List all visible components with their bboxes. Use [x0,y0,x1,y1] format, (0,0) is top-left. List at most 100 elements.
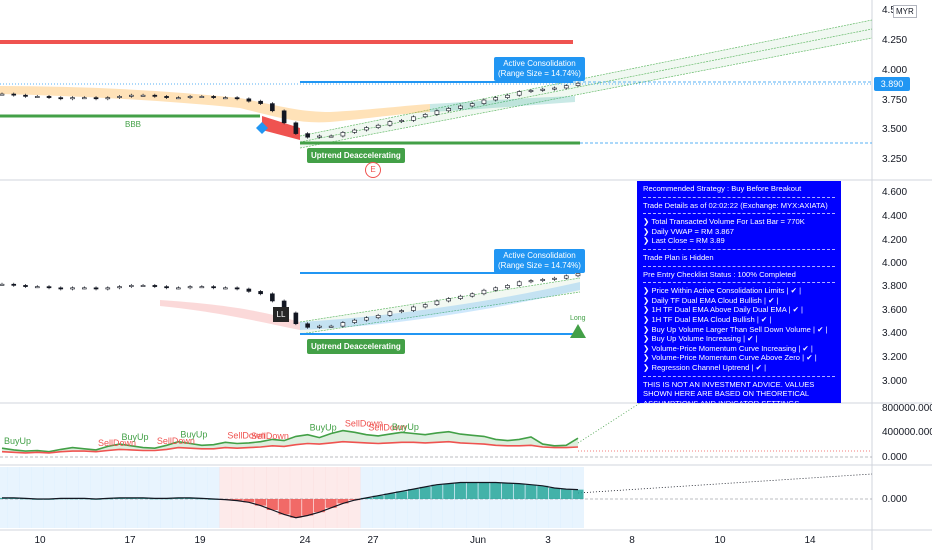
candle-body [422,304,428,308]
candle-body [563,275,569,279]
osc-bar [501,483,513,499]
uptrend-label: Uptrend Deaccelerating [307,148,405,163]
time-tick-label: 8 [629,535,635,546]
checklist-item: ❯ Daily TF Dual EMA Cloud Bullish | ✔ | [643,295,779,305]
osc-axis: 0.000 [882,494,907,505]
candle-body [387,121,393,126]
checklist-item: ❯ Volume-Price Momentum Curve Increasing… [643,343,813,353]
signal-label: BuyUp [180,430,207,440]
candle-body [375,315,381,319]
currency-badge[interactable]: MYR [893,5,917,18]
osc-bar [548,488,560,499]
candle-body [446,298,451,302]
callout-line1: Active Consolidation [503,59,576,68]
checklist-item: ❯ Buy Up Volume Increasing | ✔ | [643,334,758,344]
oscillator-line [2,481,579,519]
candle-body [187,286,193,289]
callout-line2: (Range Size = 14.74%) [498,261,581,270]
axis-tick-label: 0.000 [882,494,907,505]
ll-marker: LL [273,307,289,322]
candle-body [458,105,463,109]
consolidation-callout-2: Active Consolidation (Range Size = 14.74… [494,249,585,273]
candle-body [505,285,510,289]
osc-bar [278,499,290,515]
earnings-marker[interactable]: E [365,162,381,178]
axis-tick-label: 4.200 [882,235,907,246]
consolidation-callout: Active Consolidation (Range Size = 14.74… [494,57,585,81]
time-axis: 10 17 19 24 27 Jun 3 8 10 14 [34,535,816,546]
candle-body [58,97,64,100]
candle-body [11,93,17,96]
candle-body [34,286,40,289]
osc-bar [537,485,549,499]
osc-bg-band [54,467,67,528]
regression-line [299,277,581,323]
candle-body [364,127,369,131]
panel-checklist-status: Pre Entry Checklist Status : 100% Comple… [643,269,796,279]
price-axis-pane2: 4.600 4.400 4.200 4.000 3.800 3.600 3.400 3.200… [882,187,907,387]
signal-label: BuyUp [392,422,419,432]
last-price-tag: 3.890 [874,77,910,91]
osc-bar [372,495,384,499]
candle-body [23,94,28,97]
time-tick-label: 14 [804,535,816,546]
osc-bar [525,484,537,499]
candle-body [81,287,87,290]
pane2[interactable] [0,271,586,338]
osc-bg-band [219,467,232,528]
candle-body [93,287,99,290]
candle-body [93,97,99,100]
osc-bg-band [231,467,244,528]
osc-bar [443,483,455,499]
candle-body [540,279,546,281]
candle-body [176,287,181,290]
time-tick-label: 19 [194,535,206,546]
signal-label: BuyUp [310,423,337,433]
osc-bg-band [101,467,114,528]
candle-body [117,286,122,289]
candle-body [317,135,322,138]
osc-bar [384,493,396,499]
candle-body [493,97,499,101]
time-tick-label: 27 [367,535,379,546]
candle-body [528,280,534,283]
candle-body [211,96,216,98]
osc-bar [572,489,584,499]
axis-tick-label: 4.000 [882,65,907,76]
main-pane[interactable] [0,19,873,149]
regression-line [299,291,581,335]
axis-tick-label: 3.400 [882,328,907,339]
strategy-panel: Recommended Strategy : Buy Before Breako… [637,181,841,403]
osc-bar [302,499,314,516]
candle-body [234,97,240,100]
candle-body [70,97,75,100]
candle-body [164,286,169,289]
checklist-item: ❯ Buy Up Volume Larger Than Sell Down Vo… [643,324,828,334]
osc-bar [513,483,525,499]
candle-body [352,129,357,133]
oscillator-pane[interactable] [0,467,873,528]
signal-label: SellDown [157,436,195,446]
ema-cloud-bull [430,96,575,112]
osc-bg-band [301,467,314,528]
signal-label: SellDown [251,431,289,441]
osc-bar [290,499,302,518]
candle-body [305,133,310,138]
candle-body [140,94,146,97]
candle-body [469,103,475,107]
candle-body [411,306,416,311]
candle-body [46,96,52,98]
axis-tick-label: 800000.000 [882,403,932,414]
candle-body [411,116,416,121]
main-candles [0,81,581,139]
checklist-item: ❯ 1H TF Dual EMA Above Daily Dual EMA | … [643,305,804,315]
osc-bg-band [160,467,173,528]
candle-body [281,110,287,124]
axis-tick-label: 3.800 [882,281,907,292]
volume-axis: 800000.000 400000.000 0.000 [882,403,932,463]
signal-label: BuyUp [122,432,149,442]
panel-trade-details: Trade Details as of 02:02:22 (Exchange: … [643,200,828,210]
axis-tick-label: 4.000 [882,258,907,269]
